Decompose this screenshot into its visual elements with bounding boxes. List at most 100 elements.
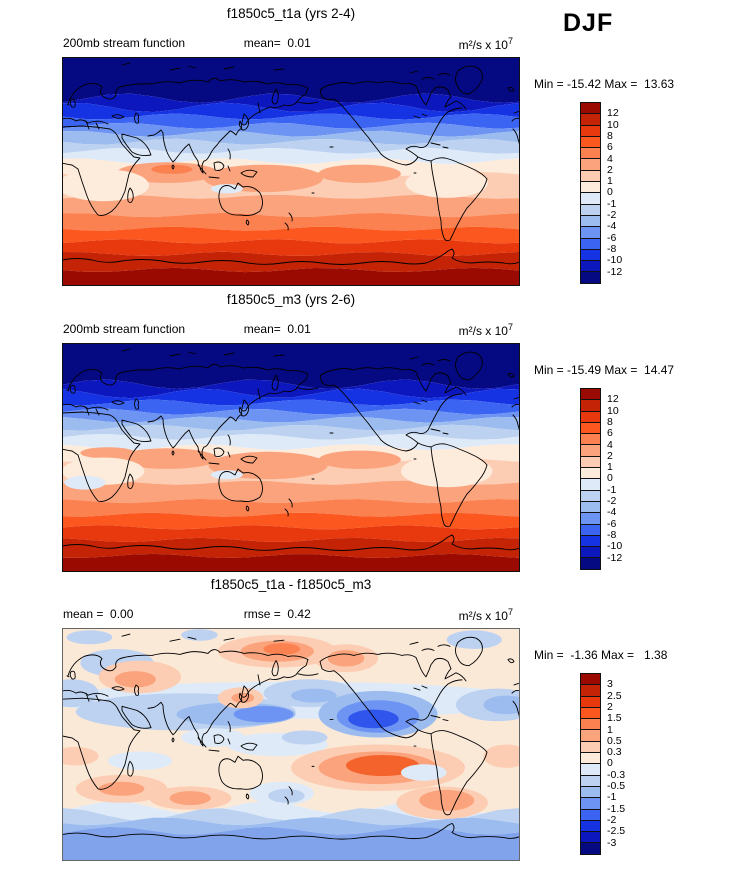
contour-blob — [66, 630, 113, 645]
units-exponent: 7 — [507, 607, 513, 617]
units-label: m²/s x 107 — [458, 36, 513, 52]
colorbar-tick-label: -1 — [607, 197, 617, 210]
contour-blob — [233, 706, 294, 723]
contour-band — [62, 817, 520, 835]
contour-band — [62, 388, 520, 406]
contour-band — [62, 194, 520, 218]
contour-blob — [405, 168, 488, 198]
colorbar-tick-label: -4 — [607, 220, 617, 233]
minmax-label: Min = -1.36 Max = 1.38 — [534, 648, 668, 662]
contour-band — [62, 433, 520, 451]
units-label: m²/s x 107 — [458, 322, 513, 338]
colorbar-tick-label: -10 — [607, 254, 623, 267]
contour-blob — [169, 791, 211, 806]
contour-band — [62, 102, 520, 120]
colorbar-tick-label: -3 — [607, 836, 617, 849]
contour-blob — [318, 450, 401, 469]
contour-map-svg — [62, 628, 520, 861]
contour-band — [62, 130, 520, 145]
colorbar-tick-label: 4 — [607, 152, 613, 165]
colorbar-tick-label: 2 — [607, 700, 613, 713]
contour-blob — [268, 788, 305, 803]
contour-blob — [346, 755, 420, 776]
panel-case-b: f1850c5_m3 (yrs 2-6) 200mb stream functi… — [0, 286, 733, 572]
colorbar-tick-label: 2 — [607, 449, 613, 462]
colorbar-tick-label: -2 — [607, 495, 617, 507]
colorbar-tick-label: -6 — [607, 231, 617, 244]
contour-band — [62, 424, 520, 440]
contour-blob — [62, 746, 99, 766]
contour-blob — [151, 164, 193, 174]
panel-subheader: 200mb stream function mean= 0.01 m²/s x … — [62, 322, 520, 338]
contour-map-svg — [62, 343, 520, 572]
contour-blob — [348, 709, 399, 729]
field-label: 200mb stream function — [63, 36, 186, 50]
contour-blob — [291, 688, 337, 703]
contour-band — [62, 399, 520, 415]
colorbar-cell — [580, 842, 601, 855]
colorbar-tick-label: 10 — [607, 118, 619, 131]
minmax-label: Min = -15.42 Max = 13.63 — [534, 77, 675, 91]
colorbar-tick-label: -1 — [607, 483, 617, 496]
map-case-a — [62, 57, 520, 286]
colorbar-tick-label: -1 — [607, 791, 617, 804]
coastlines — [62, 62, 520, 265]
contour-blob — [98, 781, 145, 796]
contour-map-svg — [62, 57, 520, 286]
contour-band — [62, 212, 520, 231]
mean-value-label: mean= 0.01 — [243, 322, 311, 336]
colorbar-tick-label: -8 — [607, 242, 617, 255]
contour-blob — [419, 789, 475, 811]
panel-title: f1850c5_t1a - f1850c5_m3 — [210, 577, 372, 592]
contour-blob — [231, 692, 255, 703]
colorbar-tick-label: 10 — [607, 404, 619, 417]
colorbar-tick-label: -0.5 — [607, 780, 626, 792]
panel-subheader: 200mb stream function mean= 0.01 m²/s x … — [62, 36, 520, 52]
contour-blob — [400, 764, 447, 781]
units-exponent: 7 — [507, 322, 513, 332]
contour-band — [62, 379, 520, 399]
colorbar-swatches — [580, 102, 601, 284]
colorbar-tick-label: -12 — [607, 265, 623, 278]
mean-value-label: mean = 0.00 — [63, 607, 134, 621]
colorbar-tick-label: 0.5 — [607, 734, 622, 747]
contour-blob — [114, 671, 156, 688]
colorbar-tick-label: 2 — [607, 163, 613, 176]
contour-band — [62, 138, 520, 154]
contour-band — [62, 808, 520, 826]
colorbar-tick-label: 12 — [607, 107, 619, 120]
contour-blob — [62, 679, 99, 708]
colorbar: 12 10 8 6 4 2 1 0 -1 -2 -4 -6 -8 -10 -12 — [580, 102, 644, 290]
contour-band — [62, 93, 520, 113]
contour-blob — [483, 744, 520, 768]
colorbar-tick-label: -0.3 — [607, 768, 626, 781]
contour-band — [62, 498, 520, 517]
colorbar-swatches — [580, 388, 601, 570]
colorbar-tick-label: 8 — [607, 129, 613, 142]
panel-subheader: mean = 0.00 rmse = 0.42 m²/s x 107 — [62, 607, 520, 623]
contour-blob — [181, 629, 218, 641]
colorbar-tick-label: 2.5 — [607, 689, 622, 702]
season-label: DJF — [563, 9, 614, 37]
minmax-label: Min = -15.49 Max = 14.47 — [534, 363, 675, 377]
contour-blob — [210, 470, 243, 480]
contour-blob — [483, 695, 520, 715]
colorbar-tick-label: 3 — [607, 678, 613, 691]
colorbar-tick-label: -12 — [607, 551, 623, 564]
colorbar-tick-label: 4 — [607, 438, 613, 451]
contour-blob — [210, 184, 243, 194]
contour-blob — [446, 630, 502, 649]
contour-blob — [263, 643, 301, 655]
rmse-value-label: rmse = 0.42 — [243, 607, 311, 621]
contour-band — [62, 416, 520, 431]
map-difference — [62, 628, 520, 861]
map-frame — [62, 628, 520, 861]
contour-band — [62, 113, 520, 129]
panel-difference: f1850c5_t1a - f1850c5_m3 mean = 0.00 rms… — [0, 571, 733, 872]
colorbar-tick-label: -10 — [607, 540, 623, 553]
units-label: m²/s x 107 — [458, 607, 513, 623]
contour-blob — [281, 730, 328, 745]
contour-band — [62, 267, 520, 286]
colorbar-cell — [580, 557, 601, 570]
